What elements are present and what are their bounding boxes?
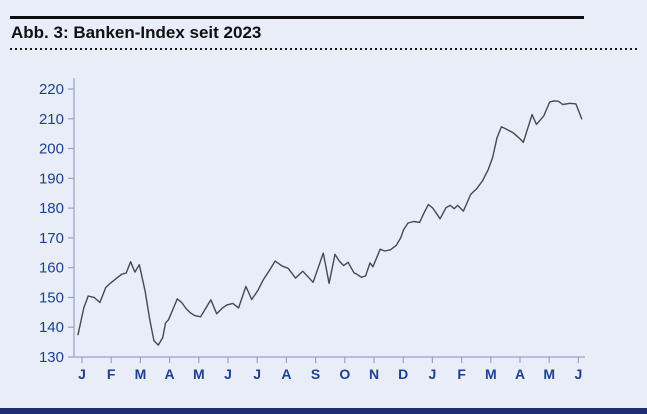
x-tick-label: F [107, 366, 116, 382]
y-tick-label: 170 [39, 230, 64, 247]
series-line [77, 100, 583, 346]
x-tick-label: D [398, 366, 408, 382]
x-tick-label: M [135, 366, 147, 382]
x-tick-label: J [429, 366, 437, 382]
y-tick-label: 150 [39, 289, 64, 306]
x-tick-label: J [575, 366, 583, 382]
chart-svg: 130 140 150 160 170 180 190 200 210 220 J F M A M J J A S O… [39, 78, 585, 382]
x-tick-label: S [311, 366, 320, 382]
dotted-divider [10, 48, 639, 50]
y-axis: 130 140 150 160 170 180 190 200 210 220 [39, 78, 75, 366]
x-tick-label: A [165, 366, 175, 382]
y-tick-label: 180 [39, 200, 64, 217]
x-tick-label: M [193, 366, 205, 382]
footer-bar [0, 408, 647, 414]
y-tick-label: 210 [39, 111, 64, 128]
line-chart: 130 140 150 160 170 180 190 200 210 220 J F M A M J J A S O… [0, 60, 647, 405]
x-tick-label: O [339, 366, 350, 382]
y-tick-label: 140 [39, 319, 64, 336]
y-tick-label: 200 [39, 141, 64, 158]
x-tick-label: J [253, 366, 261, 382]
x-tick-label: J [78, 366, 86, 382]
y-tick-label: 160 [39, 260, 64, 277]
x-tick-label: N [369, 366, 379, 382]
x-tick-label: M [485, 366, 497, 382]
x-tick-label: J [224, 366, 232, 382]
x-tick-label: A [281, 366, 291, 382]
x-tick-label: M [543, 366, 555, 382]
y-tick-label: 190 [39, 170, 64, 187]
figure-title: Abb. 3: Banken-Index seit 2023 [11, 23, 262, 42]
y-tick-label: 130 [39, 349, 64, 366]
top-rule [10, 16, 584, 19]
x-tick-label: F [457, 366, 466, 382]
y-tick-label: 220 [39, 81, 64, 98]
x-tick-label: A [515, 366, 525, 382]
